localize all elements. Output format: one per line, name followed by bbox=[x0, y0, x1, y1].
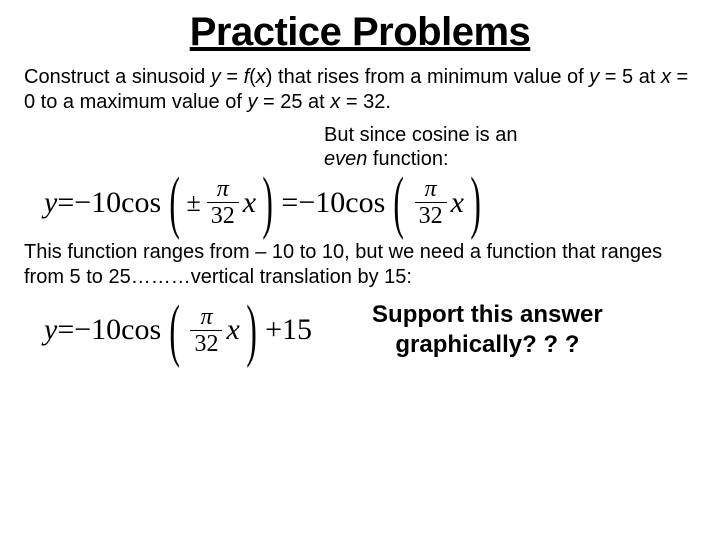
fraction-2: π 32 bbox=[415, 177, 447, 228]
cosine-note: But since cosine is an even function: bbox=[324, 123, 696, 171]
txt: = 32. bbox=[340, 91, 391, 113]
eq-fn2: cos bbox=[345, 186, 385, 220]
paren-group-3: ( π 32 x ) bbox=[163, 305, 263, 356]
paren-group-2: ( π 32 x ) bbox=[387, 177, 487, 228]
var-x: x bbox=[256, 66, 266, 88]
rparen-icon: ) bbox=[246, 306, 256, 355]
equation-row-1: y = −10 cos ( ± π 32 x ) = −10 cos ( π 3… bbox=[44, 177, 696, 228]
paren-group-1: ( ± π 32 x ) bbox=[163, 177, 279, 228]
eq-y: y bbox=[44, 186, 57, 220]
eq-eq: = bbox=[57, 186, 74, 220]
problem-prompt: Construct a sinusoid y = f(x) that rises… bbox=[24, 65, 696, 115]
denominator: 32 bbox=[415, 202, 447, 228]
var-x: x bbox=[330, 91, 340, 113]
var-y: y bbox=[589, 66, 599, 88]
eq-eq2: = bbox=[281, 186, 298, 220]
lparen-icon: ( bbox=[170, 178, 180, 227]
equation-2: y = −10 cos ( π 32 x ) +15 bbox=[44, 305, 312, 356]
prompt-text: Construct a sinusoid bbox=[24, 66, 211, 88]
support-line1: Support this answer bbox=[372, 301, 603, 328]
numerator: π bbox=[421, 177, 441, 202]
eq-coef: −10 bbox=[74, 313, 121, 347]
support-line2: graphically? ? ? bbox=[395, 331, 579, 358]
txt: that rises from a minimum value of bbox=[272, 66, 589, 88]
eq-y: y bbox=[44, 313, 57, 347]
rparen-icon: ) bbox=[470, 178, 480, 227]
eq-x: x bbox=[226, 313, 239, 347]
txt: = 25 at bbox=[257, 91, 330, 113]
eq-coef2: −10 bbox=[298, 186, 345, 220]
rparen-icon: ) bbox=[263, 178, 273, 227]
eq-fn: cos bbox=[121, 313, 161, 347]
fraction-1: π 32 bbox=[207, 177, 239, 228]
eq-x: x bbox=[243, 186, 256, 220]
lparen-icon: ( bbox=[170, 306, 180, 355]
numerator: π bbox=[196, 305, 216, 330]
eq-eq: = bbox=[57, 313, 74, 347]
denominator: 32 bbox=[207, 202, 239, 228]
var-y: y bbox=[247, 91, 257, 113]
lparen-icon: ( bbox=[394, 178, 404, 227]
txt: = 5 at bbox=[599, 66, 661, 88]
bottom-row: y = −10 cos ( π 32 x ) +15 Support this … bbox=[24, 300, 696, 360]
page-title: Practice Problems bbox=[24, 10, 696, 55]
equation-1: y = −10 cos ( ± π 32 x ) = −10 cos ( π 3… bbox=[44, 177, 489, 228]
note-line1: But since cosine is an bbox=[324, 124, 517, 146]
eq-x: x bbox=[451, 186, 464, 220]
denominator: 32 bbox=[190, 330, 222, 356]
range-explanation: This function ranges from – 10 to 10, bu… bbox=[24, 240, 696, 290]
txt: = bbox=[221, 66, 244, 88]
support-callout: Support this answer graphically? ? ? bbox=[372, 300, 603, 360]
eq-coef: −10 bbox=[74, 186, 121, 220]
numerator: π bbox=[213, 177, 233, 202]
var-y: y bbox=[211, 66, 221, 88]
eq-plus15: +15 bbox=[265, 313, 312, 347]
note-line2: function: bbox=[367, 148, 448, 170]
note-even: even bbox=[324, 148, 367, 170]
fraction-3: π 32 bbox=[190, 305, 222, 356]
txt: ( bbox=[249, 66, 256, 88]
plus-minus-icon: ± bbox=[186, 188, 200, 218]
eq-fn: cos bbox=[121, 186, 161, 220]
var-x: x bbox=[661, 66, 671, 88]
